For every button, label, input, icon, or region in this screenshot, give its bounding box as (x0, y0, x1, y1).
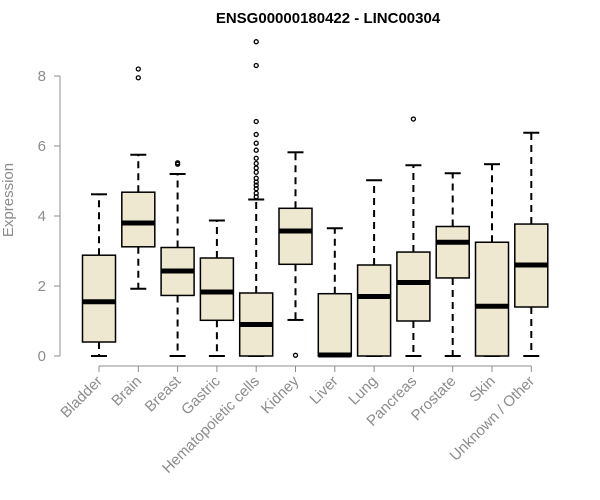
outlier-point (253, 140, 259, 146)
x-tick-label: Kidney (258, 372, 303, 417)
box-6 (278, 151, 313, 358)
box-rect (199, 257, 235, 322)
box-rect (356, 264, 392, 357)
outlier-point (253, 169, 259, 175)
y-axis-label: Expression (0, 163, 17, 237)
x-tick-label: Bladder (57, 373, 106, 422)
box-5 (238, 39, 274, 357)
outlier-point (253, 182, 259, 188)
box-12 (514, 131, 549, 357)
box-2 (121, 66, 156, 290)
x-tick-label: Liver (307, 373, 342, 408)
outlier-point (410, 116, 417, 122)
x-tick-label: Brain (108, 373, 145, 410)
y-axis: 0 2 4 6 8 (38, 68, 61, 365)
outlier-point (253, 39, 259, 45)
box-rect (474, 241, 510, 357)
outlier-point (253, 62, 259, 69)
outlier-point (253, 131, 259, 138)
boxes-layer (81, 39, 549, 358)
outlier-point (253, 155, 259, 161)
box-11 (474, 163, 510, 357)
outlier-point (253, 190, 259, 196)
outlier-point (135, 75, 141, 81)
box-10 (435, 172, 470, 357)
box-1 (81, 193, 117, 357)
y-tick-label: 0 (38, 348, 46, 365)
outlier-point (135, 66, 141, 72)
outlier-point (174, 160, 181, 166)
box-rect (435, 225, 470, 279)
y-tick-label: 4 (38, 208, 46, 225)
outlier-point (253, 175, 259, 181)
outlier-point (253, 147, 259, 153)
box-rect (121, 191, 156, 248)
x-tick-label: Breast (142, 372, 185, 415)
box-rect (396, 251, 431, 322)
box-rect (81, 254, 117, 343)
box-4 (199, 219, 235, 357)
outlier-point (253, 118, 259, 125)
box-8 (356, 179, 392, 357)
box-9 (396, 116, 431, 357)
box-7 (317, 227, 353, 358)
y-tick-label: 8 (38, 68, 46, 85)
outlier-point (253, 160, 259, 167)
outlier-point (253, 165, 259, 171)
box-rect (317, 292, 353, 357)
outlier-point (292, 352, 299, 358)
chart-title: ENSG00000180422 - LINC00304 (216, 10, 441, 27)
box-3 (160, 160, 195, 357)
x-tick-label: Skin (466, 373, 499, 406)
box-rect (278, 207, 313, 266)
y-tick-label: 6 (38, 138, 46, 155)
y-tick-label: 2 (38, 278, 46, 295)
x-tick-label: Lung (345, 373, 381, 409)
